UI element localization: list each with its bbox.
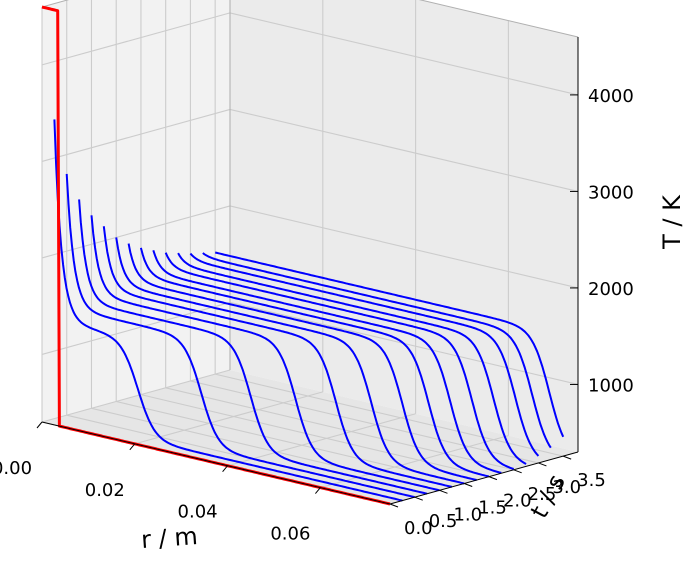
profile-line-t-0.5	[65, 173, 415, 499]
t-tick-label: 2.5	[528, 484, 557, 505]
profile-line-t-1.25	[102, 226, 453, 488]
profile-line-t-2.25	[152, 249, 502, 474]
t-axis-line	[389, 451, 579, 505]
grid-line-T-back	[229, 205, 579, 289]
grid-line-t-floor	[215, 373, 564, 457]
grid-line-t-floor	[116, 400, 465, 485]
profile-line-t-2.75	[177, 252, 527, 465]
profile-line-t-0.75	[78, 199, 428, 495]
t-tick-label: 3.0	[552, 477, 581, 498]
t-tick-mark	[562, 455, 572, 460]
r-tick-mark	[129, 443, 136, 451]
t-tick-label: 0.5	[429, 511, 458, 532]
grid-line-T-left	[41, 108, 231, 162]
r-tick-label: 0.06	[270, 524, 310, 545]
profile-line-t-0.25	[53, 119, 403, 502]
t-tick-label: 2.0	[503, 491, 532, 512]
floor-pane	[42, 370, 578, 504]
grid-line-r-floor	[134, 391, 323, 445]
x-axis-label: r / m	[140, 522, 198, 554]
T-tick-label: 1000	[588, 375, 634, 396]
profile-line-t-3	[189, 252, 540, 457]
axis-panes	[42, 0, 578, 504]
T-tick-label: 4000	[588, 86, 634, 107]
profile-line-t-1.75	[127, 243, 477, 481]
grid-line-r-floor	[41, 369, 231, 423]
r-tick-label: 0.00	[0, 458, 32, 479]
r-tick-label: 0.02	[85, 480, 125, 501]
grid-line-T-left	[41, 12, 231, 66]
T-tick-label: 2000	[588, 279, 634, 300]
r-tick-mark	[222, 465, 228, 473]
back-pane	[230, 0, 578, 452]
z-axis-label: T / K	[658, 194, 686, 250]
t-tick-mark	[464, 483, 473, 487]
t-tick-mark	[513, 469, 522, 474]
t-tick-label: 1.0	[453, 504, 482, 525]
t-tick-label: 0.0	[404, 518, 433, 539]
grid-line-t-floor	[140, 394, 490, 478]
t-tick-mark	[414, 496, 423, 501]
profile-line-t-1.5	[115, 237, 465, 485]
r-axis-line	[41, 421, 391, 505]
profile-line-t-1	[90, 215, 440, 492]
grid-line-t-floor	[165, 387, 514, 471]
grid-line-r-floor	[227, 413, 416, 467]
t-tick-label: 1.5	[478, 497, 507, 518]
t-tick-mark	[439, 489, 448, 494]
r-tick-label: 0.04	[178, 502, 218, 523]
left-pane	[42, 0, 230, 422]
pane-edge	[418, 0, 579, 38]
axis-ticks: 0.00 0.02 0.04 0.06 0.00.51.01.52.02.53.03.5…	[0, 37, 634, 545]
t-tick-mark	[538, 462, 547, 467]
t-tick-mark	[488, 476, 498, 481]
profile-line-t-3.25	[202, 252, 552, 449]
r-tick-mark	[315, 487, 321, 494]
t-tick-mark	[389, 503, 399, 508]
profile-line-t-2.5	[164, 252, 515, 470]
grid-line-t-floor	[190, 380, 539, 464]
r-tick-mark	[36, 421, 43, 429]
t-tick-label: 3.5	[577, 470, 606, 491]
grid-line-T-back	[229, 108, 579, 192]
profile-line-t-3.5	[214, 251, 565, 438]
grid-line-r-floor	[320, 435, 509, 489]
grid-line-T-back	[229, 12, 579, 96]
T-tick-label: 3000	[588, 182, 634, 203]
profile-line-t-2	[139, 247, 490, 478]
